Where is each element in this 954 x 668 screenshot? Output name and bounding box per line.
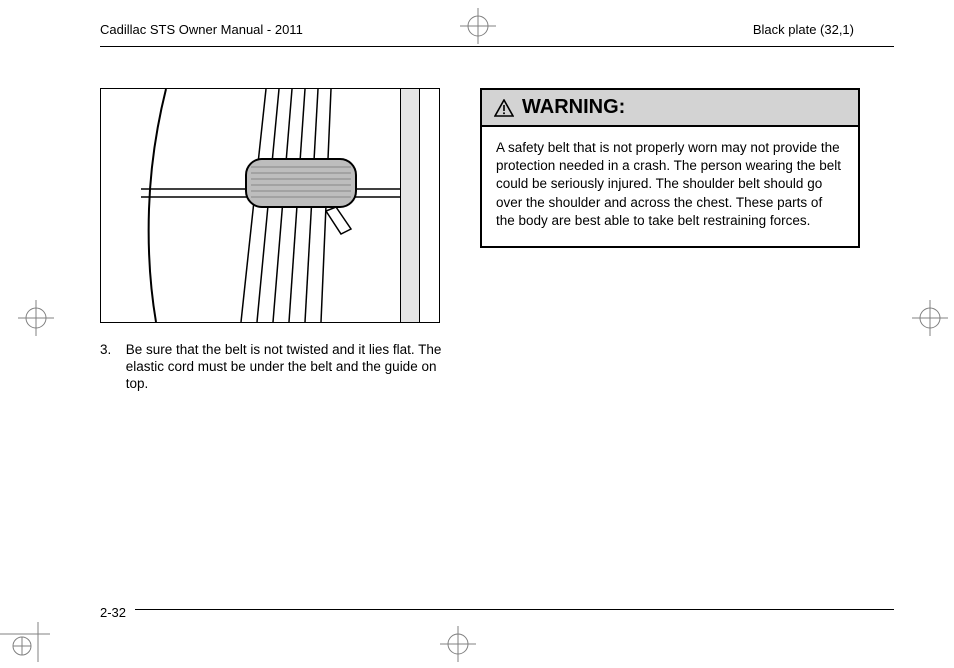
crop-mark-right-icon [912, 300, 948, 336]
instruction-step: 3. Be sure that the belt is not twisted … [100, 342, 460, 393]
header-title-left: Cadillac STS Owner Manual - 2011 [100, 22, 303, 37]
warning-body-text: A safety belt that is not properly worn … [482, 127, 858, 246]
footer-rule [135, 609, 894, 610]
crop-mark-bottom-icon [440, 626, 476, 662]
crop-mark-left-icon [18, 300, 54, 336]
crop-mark-corner-bl-icon [0, 622, 50, 662]
instruction-text: Be sure that the belt is not twisted and… [126, 342, 446, 393]
warning-icon [494, 99, 514, 117]
header-rule [100, 46, 894, 47]
warning-box: WARNING: A safety belt that is not prope… [480, 88, 860, 248]
page-number: 2-32 [100, 605, 126, 620]
seatbelt-illustration [100, 88, 440, 323]
warning-title: WARNING: [522, 96, 625, 119]
warning-header: WARNING: [482, 90, 858, 127]
header-plate-right: Black plate (32,1) [753, 22, 854, 37]
page-header: Cadillac STS Owner Manual - 2011 Black p… [0, 20, 954, 50]
instruction-number: 3. [100, 342, 122, 359]
